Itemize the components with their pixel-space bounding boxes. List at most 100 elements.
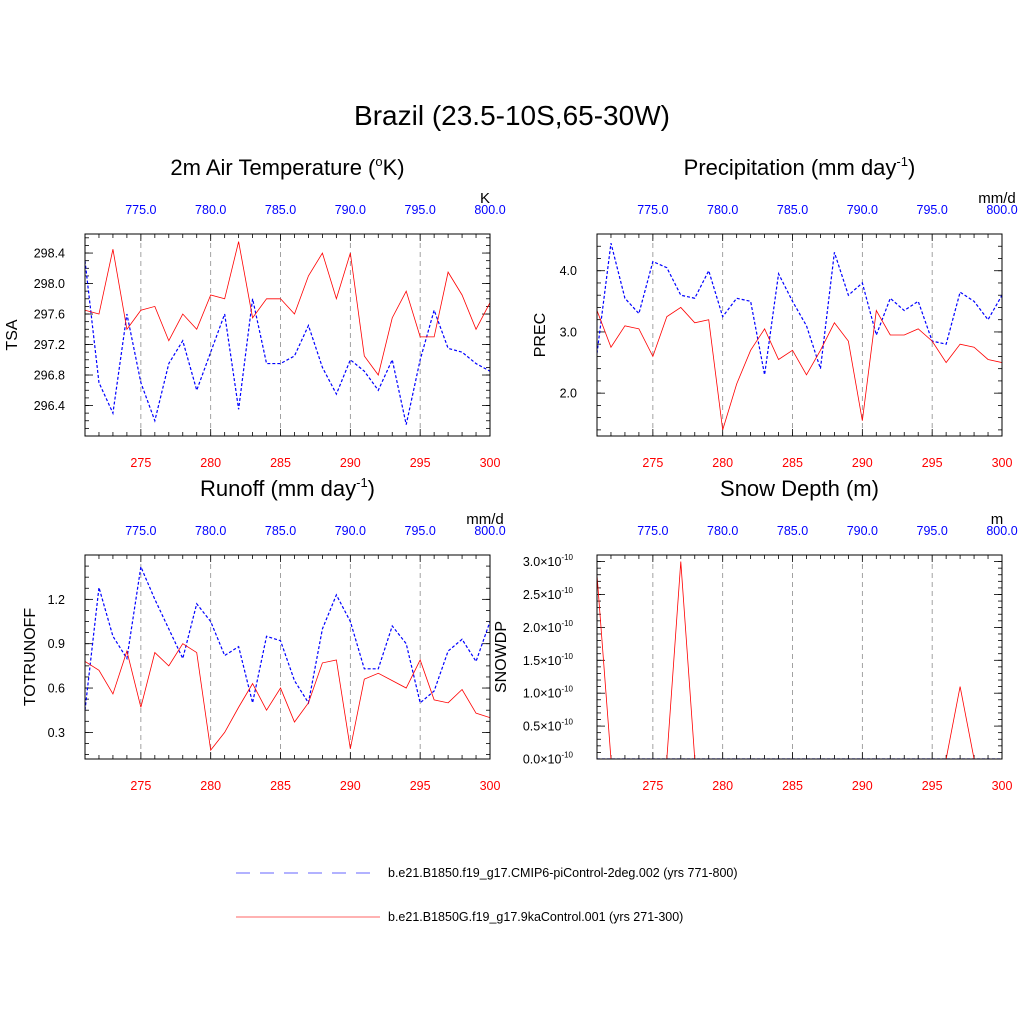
panel-totrunoff: Runoff (mm day-1) mm/d 275 280 285 290 295 300 7… [22, 475, 506, 793]
x-tick-label-top: 800.0 [474, 203, 505, 217]
y-tick-label: 1.5×10-10 [523, 652, 574, 668]
y-tick-label: 3.0×10-10 [523, 553, 574, 569]
x-tick-label-bottom: 300 [480, 456, 501, 470]
x-tick-label-top: 790.0 [847, 203, 878, 217]
x-tick-label-top: 775.0 [125, 203, 156, 217]
units-label: K [480, 190, 490, 207]
series-line-piControl [85, 564, 490, 711]
y-tick-label: 298.0 [34, 277, 65, 291]
y-tick-exponent: -10 [561, 652, 573, 661]
x-tick-label-top: 775.0 [125, 524, 156, 538]
panel-title: Snow Depth (m) [720, 476, 879, 501]
x-tick-label-bottom: 275 [642, 779, 663, 793]
plot-frame [596, 554, 1003, 760]
units-label: mm/d [466, 511, 504, 528]
panel-snowdp: Snow Depth (m) m 275 280 285 290 295 300 775.0 78… [493, 476, 1018, 793]
x-tick-label-top: 795.0 [917, 203, 948, 217]
panel-title-tail: ) [368, 476, 375, 501]
panel-title: Runoff (mm day-1) [200, 475, 375, 501]
y-tick-label: 297.6 [34, 308, 65, 322]
y-tick-label: 4.0 [560, 264, 577, 278]
x-tick-label-bottom: 285 [782, 456, 803, 470]
x-tick-label-bottom: 280 [200, 456, 221, 470]
legend: b.e21.B1850.f19_g17.CMIP6-piControl-2deg… [236, 866, 738, 924]
y-tick-label: 296.8 [34, 369, 65, 383]
units-label: mm/d [978, 190, 1016, 207]
legend-label-piControl: b.e21.B1850.f19_g17.CMIP6-piControl-2deg… [388, 866, 738, 880]
x-tick-label-bottom: 295 [922, 779, 943, 793]
x-tick-label-top: 795.0 [917, 524, 948, 538]
x-tick-label-top: 795.0 [405, 203, 436, 217]
plot-frame [84, 233, 491, 437]
x-tick-label-bottom: 285 [782, 779, 803, 793]
y-tick-label: 1.0×10-10 [523, 685, 574, 701]
x-tick-label-bottom: 290 [852, 779, 873, 793]
y-axis-label: TSA [4, 319, 21, 350]
panel-title-main: Runoff (mm day [200, 476, 356, 501]
x-tick-label-bottom: 290 [340, 779, 361, 793]
plot-frame [84, 554, 491, 760]
x-tick-label-bottom: 295 [922, 456, 943, 470]
x-tick-label-top: 800.0 [986, 203, 1017, 217]
y-tick-exponent: -10 [561, 553, 573, 562]
y-tick-label: 298.4 [34, 247, 65, 261]
plot-frame [596, 233, 1003, 437]
panel-title: Precipitation (mm day-1) [684, 154, 916, 180]
y-tick-exponent: -10 [561, 619, 573, 628]
x-tick-label-bottom: 275 [130, 779, 151, 793]
x-tick-label-bottom: 290 [340, 456, 361, 470]
panel-title-main: Snow Depth (m) [720, 476, 879, 501]
y-tick-label: 0.9 [48, 637, 65, 651]
x-tick-label-top: 795.0 [405, 524, 436, 538]
y-tick-exponent: -10 [561, 586, 573, 595]
x-tick-label-top: 780.0 [195, 203, 226, 217]
x-tick-label-bottom: 280 [712, 779, 733, 793]
y-axis-label: TOTRUNOFF [22, 608, 39, 707]
x-tick-label-top: 780.0 [707, 203, 738, 217]
panel-title-tail: ) [908, 155, 915, 180]
x-tick-label-bottom: 285 [270, 779, 291, 793]
x-tick-label-bottom: 275 [130, 456, 151, 470]
x-tick-label-bottom: 280 [712, 456, 733, 470]
x-tick-label-top: 790.0 [335, 524, 366, 538]
series-line-piControl [597, 243, 1002, 375]
series-line-9kaControl [85, 643, 490, 752]
x-tick-label-top: 785.0 [777, 524, 808, 538]
units-label: m [991, 511, 1004, 528]
series-line-9kaControl [597, 306, 1002, 430]
y-tick-label: 0.3 [48, 726, 65, 740]
y-tick-exponent: -10 [561, 718, 573, 727]
y-tick-label: 2.0 [560, 387, 577, 401]
series-line-9kaControl [597, 561, 1002, 759]
series-line-piControl [85, 260, 490, 425]
y-tick-label: 0.0×10-10 [523, 751, 574, 767]
x-tick-label-top: 790.0 [847, 524, 878, 538]
panel-tsa: 2m Air Temperature (oK) K 275 280 285 290 295 3… [4, 154, 506, 470]
x-tick-label-bottom: 290 [852, 456, 873, 470]
x-tick-label-top: 785.0 [777, 203, 808, 217]
x-tick-label-top: 775.0 [637, 203, 668, 217]
x-tick-label-top: 775.0 [637, 524, 668, 538]
x-tick-label-top: 780.0 [195, 524, 226, 538]
y-tick-label: 3.0 [560, 325, 577, 339]
panel-title-superscript: -1 [356, 475, 368, 490]
panel-title-main: Precipitation (mm day [684, 155, 897, 180]
x-tick-label-bottom: 300 [992, 456, 1013, 470]
panel-title-tail: K) [383, 155, 405, 180]
x-tick-label-bottom: 300 [480, 779, 501, 793]
x-tick-label-bottom: 280 [200, 779, 221, 793]
y-tick-exponent: -10 [561, 751, 573, 760]
series-line-9kaControl [85, 241, 490, 376]
x-tick-label-top: 785.0 [265, 203, 296, 217]
panel-title-superscript: -1 [896, 154, 908, 169]
figure-title: Brazil (23.5-10S,65-30W) [354, 100, 670, 131]
x-tick-label-top: 800.0 [986, 524, 1017, 538]
y-axis-label: SNOWDP [493, 621, 510, 693]
x-tick-label-bottom: 275 [642, 456, 663, 470]
x-tick-label-top: 800.0 [474, 524, 505, 538]
y-tick-label: 2.5×10-10 [523, 586, 574, 602]
panel-prec: Precipitation (mm day-1) mm/d 275 280 285 290… [532, 154, 1018, 470]
x-tick-label-bottom: 285 [270, 456, 291, 470]
y-tick-label: 0.6 [48, 682, 65, 696]
